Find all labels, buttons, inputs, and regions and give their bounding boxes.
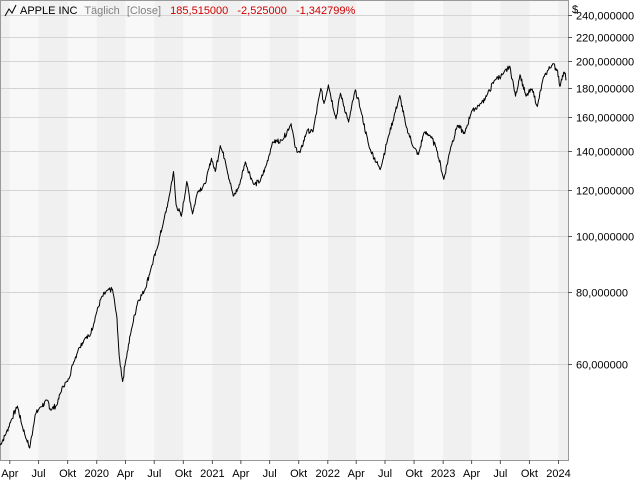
y-tick-label: 180,000000	[576, 84, 634, 96]
svg-text:APPLE INC Täglich: APPLE INC Täglich [Close] 185,515000 -2,…	[20, 5, 356, 17]
x-tick-label: 2022	[316, 468, 340, 480]
y-axis-unit: $	[572, 4, 578, 16]
x-tick-label: Jul	[493, 468, 507, 480]
instrument-name: APPLE INC	[20, 5, 78, 17]
x-tick-label: Apr	[232, 468, 249, 480]
horizontal-gridlines	[0, 15, 568, 365]
period-band	[500, 0, 530, 460]
x-tick-label: Okt	[59, 468, 76, 480]
line-chart-icon	[4, 4, 17, 17]
x-tick-label: 2021	[200, 468, 224, 480]
x-tick-label: Jul	[32, 468, 46, 480]
period-band	[356, 0, 385, 460]
x-tick-label: Apr	[1, 468, 18, 480]
period-band	[529, 0, 559, 460]
y-tick-label: 60,000000	[576, 360, 628, 372]
period-band	[298, 0, 328, 460]
period-band	[212, 0, 241, 460]
price-series-line	[0, 63, 567, 449]
period-band	[384, 0, 415, 460]
x-tick-label: Apr	[348, 468, 365, 480]
x-tick-label: 2020	[84, 468, 108, 480]
x-axis: Apr Jul Okt 2020 Apr Jul Okt 2021 Apr Jul Okt 2022 A…	[1, 460, 571, 480]
y-tick-label: 160,000000	[576, 113, 634, 125]
period-bands	[0, 0, 568, 460]
period-band	[269, 0, 299, 460]
interval-label: Täglich	[84, 5, 119, 17]
y-tick-label: 220,000000	[576, 33, 634, 45]
price-change-percent: -1,342799%	[296, 5, 356, 17]
period-band	[9, 0, 39, 460]
x-tick-label: Okt	[406, 468, 423, 480]
last-price: 185,515000	[170, 5, 228, 17]
period-band	[414, 0, 444, 460]
y-tick-label: 240,000000	[576, 11, 634, 23]
x-tick-label: Jul	[147, 468, 161, 480]
period-band	[471, 0, 501, 460]
period-band	[183, 0, 213, 460]
y-tick-label: 200,000000	[576, 57, 634, 69]
x-tick-label: 2024	[546, 468, 570, 480]
plot-frame	[0, 0, 569, 461]
x-tick-label: Jul	[378, 468, 392, 480]
period-band	[240, 0, 270, 460]
chart-header: APPLE INC Täglich [Close] 185,515000 -2,…	[4, 4, 356, 17]
x-tick-label: 2023	[431, 468, 455, 480]
y-tick-label: 100,000000	[576, 232, 634, 244]
period-band	[0, 0, 10, 460]
price-change: -2,525000	[237, 5, 287, 17]
x-tick-label: Okt	[175, 468, 192, 480]
x-tick-label: Okt	[290, 468, 307, 480]
x-tick-label: Okt	[521, 468, 538, 480]
y-axis: $ 60,000000 80,000000 100,000000 120,000000…	[568, 4, 634, 372]
y-tick-label: 120,000000	[576, 186, 634, 198]
period-band	[125, 0, 155, 460]
period-band	[96, 0, 126, 460]
x-tick-label: Jul	[263, 468, 277, 480]
price-field-label: [Close]	[127, 5, 161, 17]
period-band	[38, 0, 68, 460]
period-band	[327, 0, 357, 460]
y-tick-label: 80,000000	[576, 288, 628, 300]
period-band	[558, 0, 568, 460]
y-tick-label: 140,000000	[576, 147, 634, 159]
x-tick-label: Apr	[117, 468, 134, 480]
period-band	[154, 0, 184, 460]
x-tick-label: Apr	[463, 468, 480, 480]
period-band	[67, 0, 97, 460]
period-band	[443, 0, 472, 460]
